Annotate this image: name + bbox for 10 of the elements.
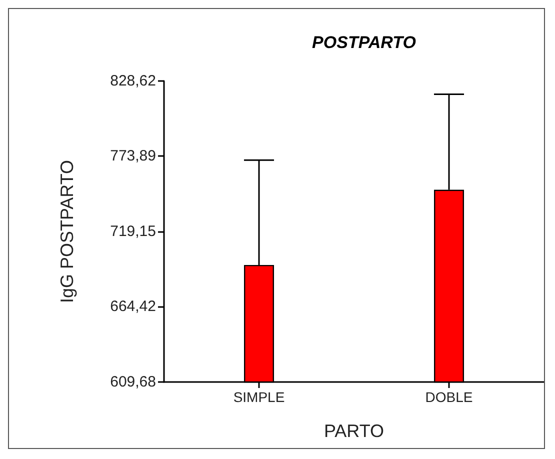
y-tick-label: 664,42	[110, 298, 156, 316]
x-tick-label: DOBLE	[425, 389, 473, 405]
y-tick-label: 609,68	[110, 374, 156, 390]
x-axis-title: PARTO	[324, 421, 384, 441]
y-tick-label: 773,89	[110, 148, 156, 165]
x-tick-label: SIMPLE	[233, 389, 285, 405]
y-tick-label: 719,15	[110, 223, 156, 240]
y-tick-label: 828,62	[110, 72, 156, 90]
chart-title: POSTPARTO	[312, 33, 416, 52]
y-axis-title: IgG POSTPARTO	[57, 160, 77, 304]
